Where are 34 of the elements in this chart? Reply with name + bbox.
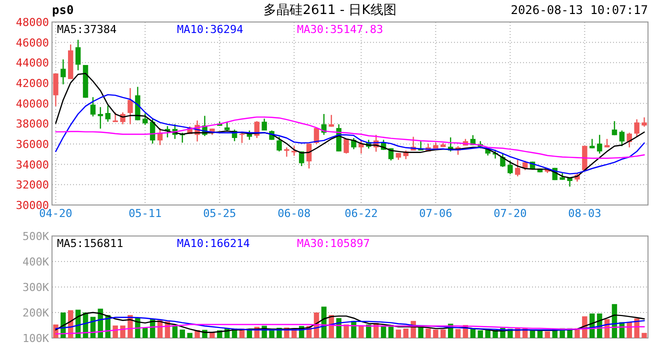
y-tick-label: 46000 (16, 36, 49, 50)
y-tick-label: 300K (22, 281, 50, 294)
y-tick-label: 34000 (16, 158, 49, 172)
x-tick-label: 05-11 (128, 207, 162, 220)
x-tick-label: 05-25 (203, 207, 236, 220)
x-tick-label: 07-20 (494, 207, 527, 220)
text: MA10:166214 (177, 237, 250, 250)
x-tick-label: 06-08 (278, 207, 311, 220)
text: MA5:37384 (57, 23, 117, 36)
line-series (55, 324, 645, 335)
x-tick-label: 06-22 (344, 207, 378, 220)
line-series (55, 116, 645, 159)
text: ps0 (52, 3, 74, 17)
chart-title: 多晶硅2611 - 日K线图 (264, 3, 396, 18)
y-tick-label: 38000 (16, 118, 49, 131)
text: MA5:156811 (57, 237, 124, 250)
y-tick-label: 36000 (16, 138, 49, 151)
x-tick-label: 08-03 (568, 207, 602, 220)
text: 2026-08-13 10:07:17 (510, 3, 648, 17)
line-series (55, 316, 645, 330)
y-tick-label: 40000 (16, 97, 49, 110)
line-series (55, 312, 645, 333)
text: MA10:36294 (177, 23, 244, 36)
y-tick-label: 200K (22, 306, 50, 320)
y-tick-label: 42000 (16, 77, 49, 90)
y-tick-label: 500K (22, 230, 50, 243)
y-tick-label: 400K (22, 256, 50, 268)
y-tick-label: 100K (22, 332, 50, 345)
text: MA30:35147.83 (297, 23, 384, 36)
y-tick-label: 32000 (16, 178, 49, 192)
text: MA30:105897 (297, 237, 370, 250)
x-tick-label: 07-06 (419, 207, 452, 220)
y-tick-label: 44000 (16, 56, 49, 70)
y-tick-label: 48000 (16, 16, 49, 29)
